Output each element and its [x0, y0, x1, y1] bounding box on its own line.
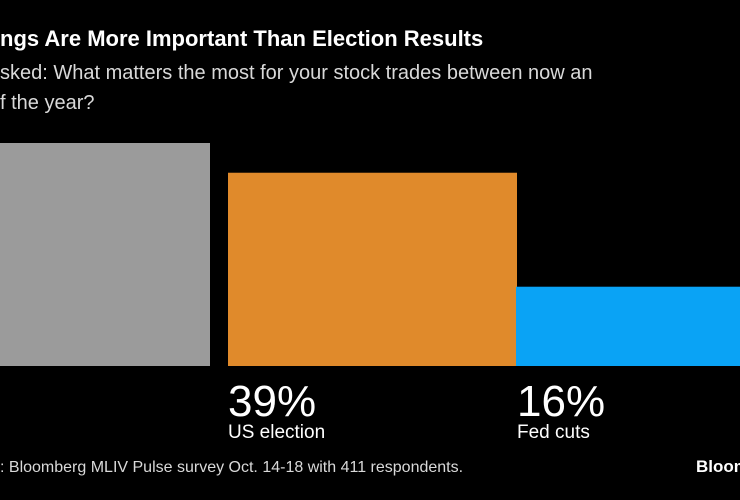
subtitle-line-2: f the year?: [0, 92, 95, 114]
value-label-1: 39%: [228, 377, 316, 426]
subtitle-line-1: sked: What matters the most for your sto…: [0, 62, 593, 84]
bar-0: [0, 143, 210, 366]
category-label-2: Fed cuts: [517, 422, 590, 443]
brand-logo: Bloom: [696, 457, 740, 476]
category-label-1: US election: [228, 422, 325, 443]
bar-2: [516, 286, 740, 366]
chart-subtitle: sked: What matters the most for your sto…: [0, 58, 740, 118]
chart-title: ngs Are More Important Than Election Res…: [0, 26, 484, 51]
bar-1: [228, 172, 517, 366]
value-label-2: 16%: [517, 377, 605, 426]
source-note: : Bloomberg MLIV Pulse survey Oct. 14-18…: [0, 459, 464, 476]
